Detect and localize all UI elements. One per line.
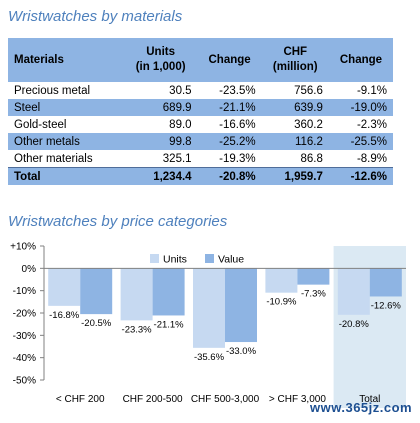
cell-chf-change: -19.0% xyxy=(328,99,393,116)
table-row: Other materials 325.1 -19.3% 86.8 -8.9% xyxy=(8,150,393,168)
header-units-line1: Units xyxy=(146,46,175,58)
bar-value-label: -33.0% xyxy=(226,346,257,357)
cell-units-change: -23.5% xyxy=(219,84,256,97)
chart-bar xyxy=(80,268,113,315)
legend-label: Units xyxy=(163,254,187,266)
cell-material: Steel xyxy=(8,99,124,116)
chart-bar xyxy=(297,268,330,285)
cell-units-change: -25.2% xyxy=(197,133,262,150)
chart-bar xyxy=(193,268,225,348)
cell-chf-change: -9.1% xyxy=(356,84,387,97)
chart-bar xyxy=(120,268,153,321)
table-row: Steel 689.9 -21.1% 639.9 -19.0% xyxy=(8,99,393,116)
price-categories-chart: +10% 0% -10% -20% -30% -40% -50% -16.8%-20.5% < … xyxy=(10,242,406,408)
header-materials: Materials xyxy=(8,38,124,82)
chart-bar xyxy=(265,268,298,293)
cell-units-change: -21.1% xyxy=(197,99,262,116)
cell-material: Other metals xyxy=(8,133,124,150)
cell-chf: 756.6 xyxy=(294,84,323,97)
legend-swatch xyxy=(150,254,159,263)
materials-table: Materials Units (in 1,000) Change CHF (m… xyxy=(8,38,393,185)
cell-chf: 360.2 xyxy=(294,118,323,131)
cell-units: 99.8 xyxy=(123,133,198,150)
header-units-change: Change xyxy=(197,38,262,82)
x-category-label: > CHF 3,000 xyxy=(269,394,326,405)
chart-bar xyxy=(369,268,402,297)
header-units-line2: (in 1,000) xyxy=(135,61,186,73)
y-tick-label: -30% xyxy=(13,331,36,342)
cell-material: Other materials xyxy=(14,152,93,165)
y-tick-label: -10% xyxy=(13,286,36,297)
cell-material: Precious metal xyxy=(14,84,91,97)
table-total-row: Total 1,234.4 -20.8% 1,959.7 -12.6% xyxy=(8,167,393,185)
x-category-label: CHF 500-3,000 xyxy=(191,394,260,405)
cell-units: 325.1 xyxy=(162,152,192,165)
y-tick-label: -50% xyxy=(13,376,36,387)
chart-bar xyxy=(225,268,257,343)
cell-chf-change: -25.5% xyxy=(328,133,393,150)
y-tick-label: 0% xyxy=(22,264,37,275)
bar-value-label: -10.9% xyxy=(266,297,297,308)
cell-units-change: -19.3% xyxy=(219,152,256,165)
cell-units: 1,234.4 xyxy=(123,167,198,185)
cell-material: Total xyxy=(8,167,124,185)
materials-section-title: Wristwatches by materials xyxy=(8,8,183,25)
legend-swatch xyxy=(205,254,214,263)
cell-units: 30.5 xyxy=(169,84,192,97)
x-category-label: < CHF 200 xyxy=(56,394,105,405)
cell-chf: 639.9 xyxy=(261,99,329,116)
table-row: Other metals 99.8 -25.2% 116.2 -25.5% xyxy=(8,133,393,150)
cell-units-change: -20.8% xyxy=(197,167,262,185)
cell-units-change: -16.6% xyxy=(219,118,256,131)
header-chf-change: Change xyxy=(328,38,393,82)
table-row: Gold-steel 89.0 -16.6% 360.2 -2.3% xyxy=(8,116,393,133)
header-chf-line1: CHF xyxy=(283,46,308,58)
cell-chf: 116.2 xyxy=(261,133,329,150)
bar-value-label: -21.1% xyxy=(154,319,185,330)
cell-chf-change: -12.6% xyxy=(328,167,393,185)
chart-bar xyxy=(152,268,185,316)
table-header-row: Materials Units (in 1,000) Change CHF (m… xyxy=(8,38,393,82)
header-chf-line2: (million) xyxy=(272,61,318,73)
bar-value-label: -20.5% xyxy=(81,318,112,329)
bar-value-label: -35.6% xyxy=(194,352,225,363)
bar-value-label: -12.6% xyxy=(371,300,402,311)
x-category-label: CHF 200-500 xyxy=(123,394,183,405)
header-chf: CHF (million) xyxy=(261,38,329,82)
y-tick-label: -20% xyxy=(13,309,36,320)
cell-chf-change: -8.9% xyxy=(356,152,387,165)
cell-units: 689.9 xyxy=(123,99,198,116)
header-units: Units (in 1,000) xyxy=(123,38,198,82)
cell-chf: 86.8 xyxy=(300,152,323,165)
y-tick-label: -40% xyxy=(13,353,36,364)
cell-chf-change: -2.3% xyxy=(356,118,387,131)
cell-material: Gold-steel xyxy=(14,118,67,131)
bar-value-label: -23.3% xyxy=(122,324,153,335)
watermark: www.365jz.com xyxy=(310,400,413,415)
price-categories-section-title: Wristwatches by price categories xyxy=(8,213,228,230)
table-row: Precious metal 30.5 -23.5% 756.6 -9.1% xyxy=(8,82,393,99)
bar-value-label: -16.8% xyxy=(49,310,80,321)
chart-bar xyxy=(337,268,370,315)
cell-chf: 1,959.7 xyxy=(261,167,329,185)
bar-value-label: -7.3% xyxy=(301,289,326,300)
y-tick-label: +10% xyxy=(10,242,36,253)
legend-label: Value xyxy=(218,254,244,266)
chart-bar xyxy=(48,268,81,306)
x-category-label: Total xyxy=(359,394,380,405)
cell-units: 89.0 xyxy=(169,118,192,131)
bar-value-label: -20.8% xyxy=(339,319,370,330)
